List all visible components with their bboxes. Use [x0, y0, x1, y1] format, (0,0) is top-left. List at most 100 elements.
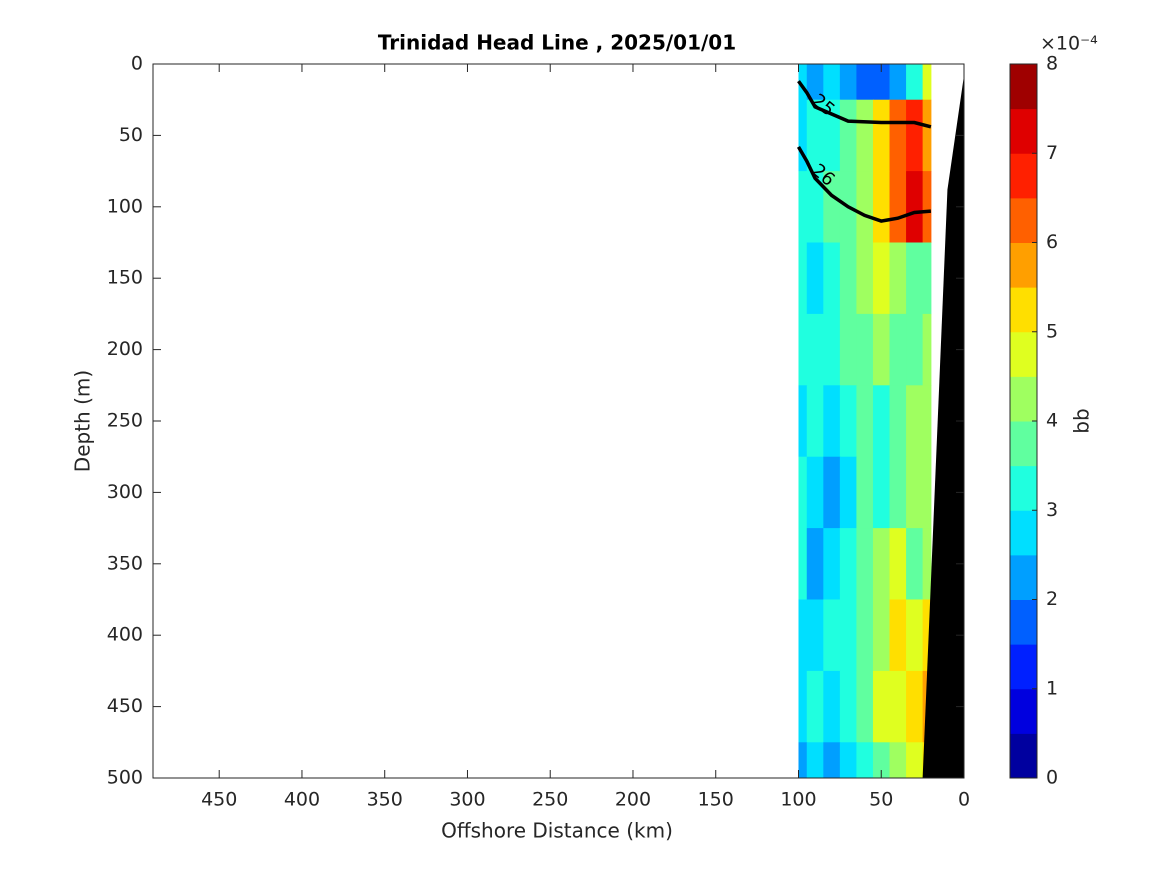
field-cell: [798, 670, 808, 743]
x-tick-label: 100: [780, 789, 816, 811]
field-cell: [906, 171, 924, 243]
field-cell: [889, 99, 907, 172]
colorbar-band: [1010, 108, 1037, 154]
colorbar-band: [1010, 197, 1037, 243]
x-tick-label: 50: [869, 789, 893, 811]
y-tick-label: 450: [107, 695, 143, 717]
x-tick-label: 450: [201, 789, 237, 811]
field-cell: [839, 242, 857, 315]
field-cell: [922, 599, 932, 672]
field-cell: [839, 599, 857, 672]
field-cell: [856, 99, 874, 172]
field-cell: [889, 742, 907, 779]
x-tick-label: 0: [958, 789, 970, 811]
field-cell: [798, 313, 808, 386]
colorbar-tick-label: 7: [1046, 142, 1058, 164]
field-cell: [839, 528, 857, 600]
field-cell: [856, 742, 874, 779]
field-cell: [806, 670, 824, 743]
field-cell: [798, 171, 808, 243]
field-cell: [889, 171, 907, 243]
x-tick-label: 200: [615, 789, 651, 811]
colorbar-band: [1010, 242, 1037, 288]
field-cell: [806, 599, 824, 672]
field-cell: [839, 670, 857, 743]
field-cell: [798, 64, 808, 101]
colorbar-tick-label: 6: [1046, 231, 1058, 253]
field-cell: [806, 99, 824, 172]
field-cell: [889, 670, 907, 743]
colorbar-scale: ×10⁻⁴: [1040, 33, 1098, 55]
field-cell: [823, 528, 841, 600]
field-cell: [906, 385, 924, 458]
colorbar-band: [1010, 64, 1037, 110]
field-cell: [856, 313, 874, 386]
field-cell: [872, 171, 891, 243]
y-tick-label: 350: [107, 552, 143, 574]
colorbar-band: [1010, 688, 1037, 734]
y-axis-label: Depth (m): [71, 370, 95, 472]
colorbar-band: [1010, 510, 1037, 556]
bottom-topography: [922, 75, 964, 778]
field-cell: [872, 670, 891, 743]
field-cell: [823, 670, 841, 743]
y-tick-label: 400: [107, 624, 143, 646]
field-cell: [889, 242, 907, 315]
field-cell: [922, 385, 932, 458]
field-cell: [823, 385, 841, 458]
field-cell: [889, 64, 907, 101]
colorbar-tick-label: 3: [1046, 499, 1058, 521]
field-cell: [872, 99, 891, 172]
field-cell: [906, 313, 924, 386]
field-cell: [798, 456, 808, 529]
field-cell: [806, 385, 824, 458]
colorbar-tick-label: 2: [1046, 588, 1058, 610]
field-cell: [889, 528, 907, 600]
field-cell: [856, 670, 874, 743]
field-cell: [872, 742, 891, 779]
y-tick-label: 250: [107, 410, 143, 432]
y-tick-label: 300: [107, 481, 143, 503]
x-tick-label: 300: [449, 789, 485, 811]
field-cell: [872, 599, 891, 672]
colorbar-tick-label: 8: [1046, 53, 1058, 75]
colorbar-band: [1010, 644, 1037, 690]
colorbar-tick-label: 1: [1046, 677, 1058, 699]
x-tick-label: 350: [367, 789, 403, 811]
field-cell: [872, 64, 891, 101]
colorbar-band: [1010, 287, 1037, 333]
field-cell: [806, 528, 824, 600]
contour-line: [796, 145, 932, 223]
y-tick-label: 200: [107, 338, 143, 360]
contour-line: [797, 80, 932, 129]
field-cell: [922, 528, 932, 600]
field-cell: [798, 742, 808, 779]
field-cell: [823, 242, 841, 315]
field-cell: [839, 313, 857, 386]
field-cell: [806, 64, 824, 101]
colorbar-band: [1010, 331, 1037, 377]
x-tick-label: 250: [532, 789, 568, 811]
y-tick-label: 50: [119, 124, 143, 146]
field-cell: [856, 64, 874, 101]
field-cell: [856, 456, 874, 529]
colorbar-band: [1010, 599, 1037, 645]
x-tick-label: 400: [284, 789, 320, 811]
field-cell: [889, 456, 907, 529]
field-cell: [806, 742, 824, 779]
field-cell: [806, 171, 824, 243]
y-tick-label: 100: [107, 195, 143, 217]
colorbar-tick-label: 0: [1046, 767, 1058, 789]
field-cell: [906, 528, 924, 600]
field-cell: [806, 456, 824, 529]
field-cell: [798, 599, 808, 672]
colorbar-band: [1010, 465, 1037, 511]
field-cell: [839, 742, 857, 779]
colorbar-band: [1010, 153, 1037, 199]
field-cell: [906, 456, 924, 529]
field-cell: [856, 171, 874, 243]
field-cell: [856, 385, 874, 458]
field-cell: [922, 456, 932, 529]
field-cell: [823, 742, 841, 779]
y-tick-label: 0: [131, 53, 143, 75]
